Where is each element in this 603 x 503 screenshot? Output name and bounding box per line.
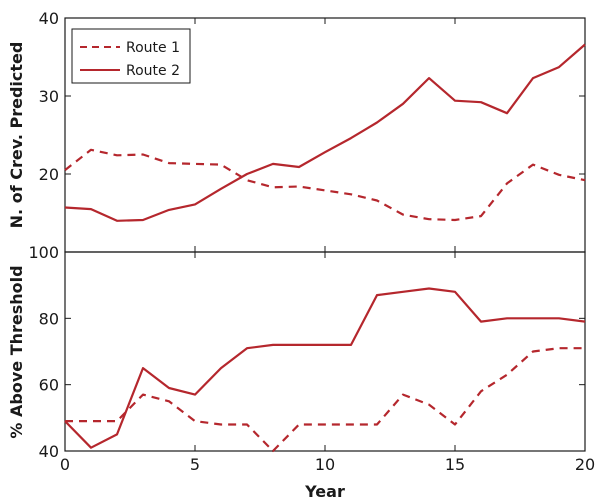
top-y-tick-label: 30: [39, 87, 59, 106]
legend-label-route-2: Route 2: [126, 63, 180, 79]
x-ticks: 0 5 10 15 20: [60, 455, 595, 474]
top-y-tick-label: 20: [39, 165, 59, 184]
legend: Route 1 Route 2: [71, 28, 191, 84]
top-y-tick-label: 40: [39, 9, 59, 28]
bottom-series-line-route-1: [65, 347, 585, 453]
x-tick-label: 20: [575, 455, 595, 474]
top-y-tick-label: 100: [28, 243, 59, 262]
bottom-y-tick-label: 40: [39, 442, 59, 461]
legend-box: [71, 28, 191, 84]
top-y-axis-label: N. of Crev. Predicted: [7, 42, 26, 229]
x-tick-label: 5: [190, 455, 200, 474]
x-tick-label: 15: [445, 455, 465, 474]
bottom-series-line-route-2: [64, 287, 586, 449]
bottom-plot-frame: [64, 251, 586, 452]
bottom-y-ticks: 40 60 80: [39, 252, 586, 461]
top-series-line-route-1: [64, 148, 586, 222]
x-tick-label: 0: [60, 455, 70, 474]
bottom-y-axis-label: % Above Threshold: [7, 265, 26, 438]
bottom-y-tick-label: 80: [39, 309, 59, 328]
bottom-panel: 40 60 80 0 5 10 15 20 % Above Threshold Year: [7, 251, 595, 501]
top-series-line-route-2: [64, 43, 586, 222]
bottom-y-tick-label: 60: [39, 376, 59, 395]
legend-label-route-1: Route 1: [126, 40, 180, 56]
top-y-ticks: 100 20 30 40: [28, 9, 586, 262]
top-panel: 100 20 30 40 N. of Crev. Predicted Route 1 …: [7, 9, 586, 262]
x-tick-label: 10: [315, 455, 335, 474]
top-series: [64, 43, 586, 222]
x-axis-label: Year: [304, 482, 345, 501]
bottom-series: [64, 287, 586, 453]
